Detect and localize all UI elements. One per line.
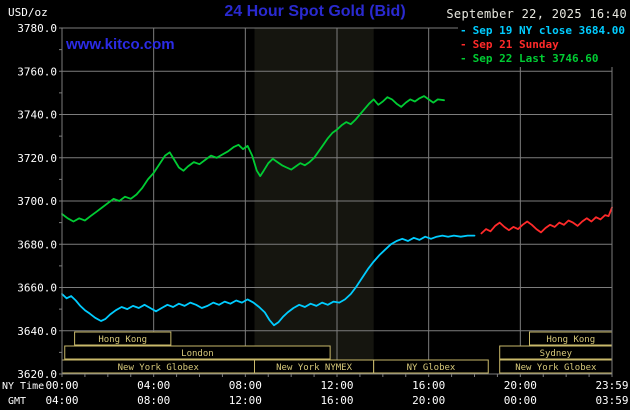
y-axis-tick-label: 3760.0 [17, 65, 57, 78]
y-axis-tick-label: 3700.0 [17, 195, 57, 208]
y-axis-tick-label: 3740.0 [17, 109, 57, 122]
x-axis-ny-tick-label: 08:00 [229, 379, 262, 392]
x-axis-ny-tick-label: 00:00 [45, 379, 78, 392]
session-box [373, 359, 489, 374]
session-box [74, 331, 172, 346]
y-axis-tick-label: 3640.0 [17, 325, 57, 338]
legend-label: Sep 21 Sunday [472, 38, 559, 51]
session-label: Hong Kong [546, 335, 595, 345]
legend-label: Sep 22 Last 3746.60 [472, 52, 599, 65]
x-axis-gmt-tick-label: 20:00 [412, 394, 445, 407]
page-title: 24 Hour Spot Gold (Bid) [224, 3, 406, 20]
session-box [64, 345, 331, 360]
session-label: Hong Kong [98, 335, 147, 345]
legend: - Sep 19 NY close 3684.00- Sep 21 Sunday - S… [458, 23, 627, 67]
legend-item: - Sep 21 Sunday [460, 38, 625, 52]
datetime-label: September 22, 2025 16:40 [446, 7, 627, 21]
session-label: London [181, 349, 214, 359]
session-label: New York Globex [118, 363, 200, 373]
session-label: NY Globex [407, 363, 456, 373]
series-line-sep21-sunday [480, 206, 613, 235]
x-axis-gmt-tick-label: 16:00 [320, 394, 353, 407]
x-axis-gmt-tick-label: 04:00 [45, 394, 78, 407]
x-axis-ny-tick-label: 12:00 [320, 379, 353, 392]
x-axis-ny-tick-label: 16:00 [412, 379, 445, 392]
y-axis-tick-label: 3680.0 [17, 238, 57, 251]
legend-label: Sep 19 NY close 3684.00 [472, 24, 625, 37]
units-label: USD/oz [8, 6, 48, 19]
legend-marker-dash: - [460, 52, 467, 65]
ny-time-axis-label: NY Time [2, 381, 44, 392]
y-axis-tick-label: 3620.0 [17, 368, 57, 381]
kitco-link[interactable]: www.kitco.com [66, 36, 175, 53]
series-line-sep22-current [61, 95, 445, 223]
x-axis-gmt-tick-label: 03:59 [595, 394, 628, 407]
x-axis-ny-tick-label: 23:59 [595, 379, 628, 392]
x-axis-gmt-tick-label: 00:00 [504, 394, 537, 407]
y-axis-tick-label: 3780.0 [17, 22, 57, 35]
legend-item: - Sep 19 NY close 3684.00 [460, 24, 625, 38]
session-label: Sydney [540, 349, 573, 359]
plot-border [61, 27, 613, 375]
session-label: New York NYMEX [276, 363, 352, 373]
legend-marker-dash: - [460, 38, 467, 51]
gmt-axis-label: GMT [8, 396, 26, 407]
x-axis-gmt-tick-label: 12:00 [229, 394, 262, 407]
legend-marker-dash: - [460, 24, 467, 37]
y-axis-tick-label: 3660.0 [17, 282, 57, 295]
series-line-sep19-close [61, 234, 476, 327]
x-axis-ny-tick-label: 20:00 [504, 379, 537, 392]
legend-item: - Sep 22 Last 3746.60 [460, 52, 625, 66]
x-axis-ny-tick-label: 04:00 [137, 379, 170, 392]
x-axis-gmt-tick-label: 08:00 [137, 394, 170, 407]
session-label: New York Globex [515, 363, 597, 373]
y-axis-tick-label: 3720.0 [17, 152, 57, 165]
